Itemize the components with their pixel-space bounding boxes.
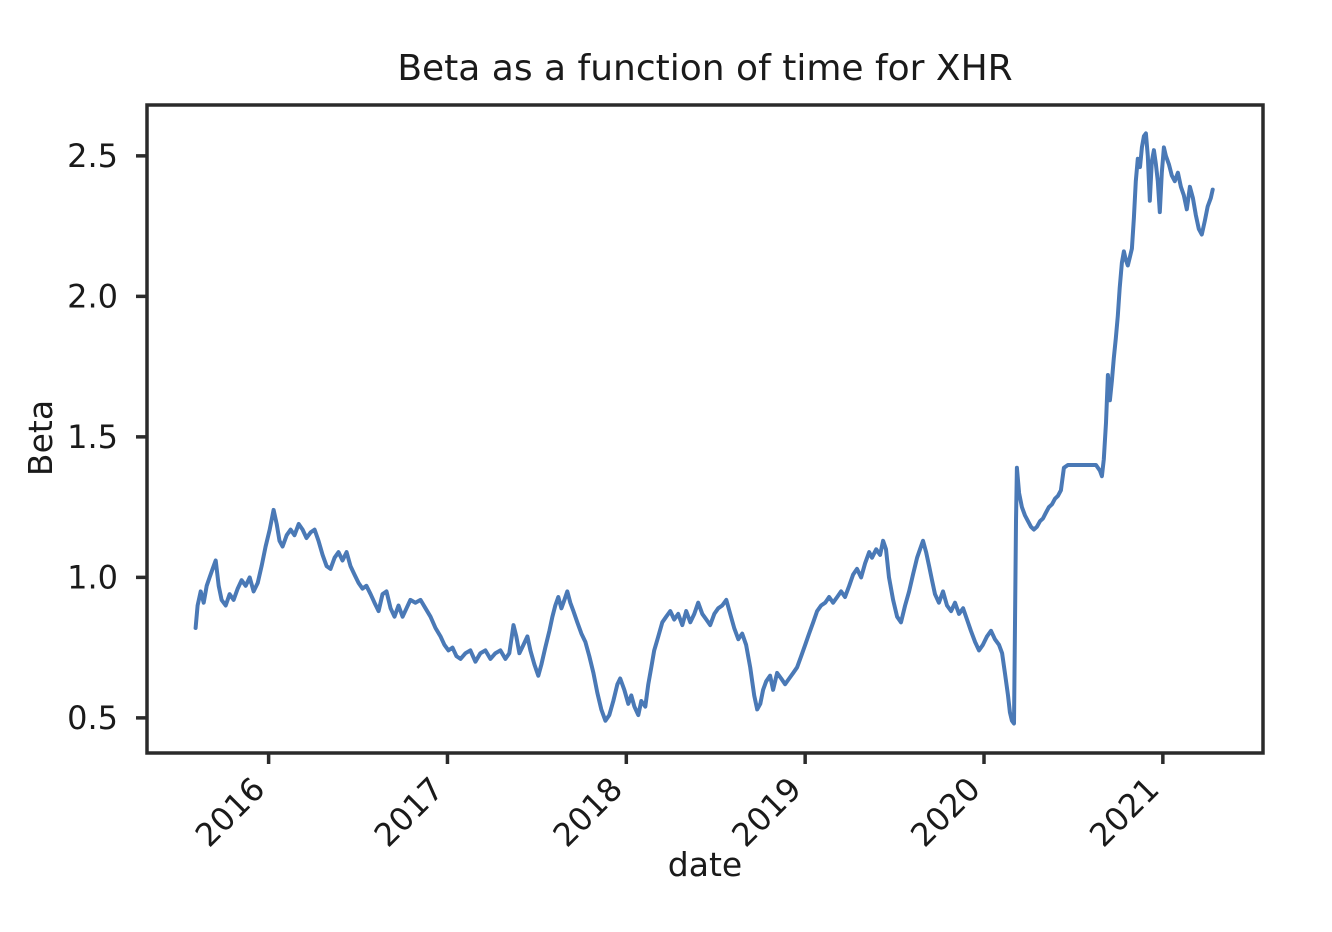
beta-line-series xyxy=(193,131,1215,726)
chart-title: Beta as a function of time for XHR xyxy=(397,48,1012,89)
x-axis-label: date xyxy=(668,845,742,884)
y-axis-label: Beta xyxy=(21,400,60,476)
x-tick-label-2017: 2017 xyxy=(367,770,451,854)
x-tick-label-2020: 2020 xyxy=(903,770,987,854)
plot-area-border xyxy=(145,103,1265,755)
y-tick-label-1.5: 1.5 xyxy=(67,418,118,456)
y-tick-label-2.0: 2.0 xyxy=(67,277,118,315)
y-axis-ticks: 0.5 1.0 1.5 2.0 2.5 xyxy=(67,137,147,737)
y-tick-label-0.5: 0.5 xyxy=(67,699,118,737)
y-tick-label-1.0: 1.0 xyxy=(67,558,118,596)
x-tick-label-2018: 2018 xyxy=(546,770,630,854)
x-axis-ticks: 2016 2017 2018 2019 2020 2021 xyxy=(188,753,1167,854)
x-tick-label-2019: 2019 xyxy=(724,770,808,854)
x-tick-label-2021: 2021 xyxy=(1082,770,1166,854)
y-tick-label-2.5: 2.5 xyxy=(67,137,118,175)
x-tick-label-2016: 2016 xyxy=(188,770,272,854)
